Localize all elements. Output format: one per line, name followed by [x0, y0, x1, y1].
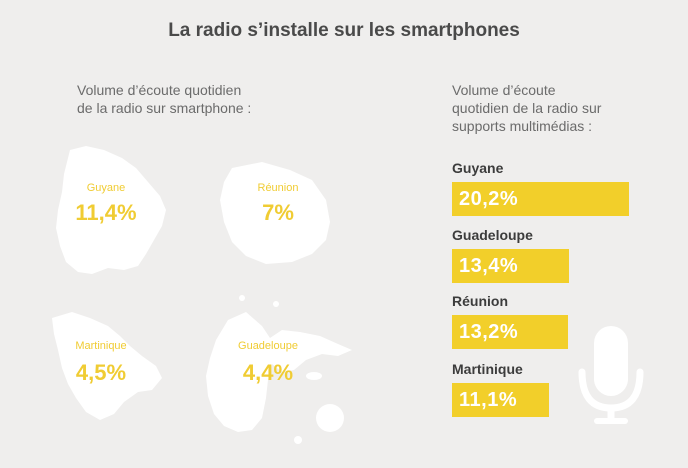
bar	[452, 315, 568, 349]
bar-category-label: Guadeloupe	[452, 227, 533, 243]
marie-galante-map-shape	[316, 404, 344, 432]
right-subtitle-line: quotidien de la radio sur	[452, 100, 602, 116]
microphone-icon	[578, 326, 644, 424]
bar-value-label: 13,4%	[459, 255, 519, 277]
islet-map-shape	[273, 301, 279, 307]
map-value-guadeloupe: 4,4%	[242, 360, 294, 385]
left-subtitle: Volume d’écoute quotidien de la radio su…	[77, 81, 277, 117]
right-subtitle: Volume d’écoute quotidien de la radio su…	[452, 81, 652, 135]
la-desirade-map-shape	[306, 372, 322, 380]
bar	[452, 182, 629, 216]
bar	[452, 383, 549, 417]
les-saintes-map-shape	[294, 436, 302, 444]
bar-category-label: Martinique	[452, 361, 523, 377]
bar-value-label: 20,2%	[459, 188, 519, 210]
guyane-map-shape	[56, 146, 166, 274]
bar-category-label: Guyane	[452, 160, 504, 176]
map-label-reunion: Réunion	[257, 182, 299, 194]
bar	[452, 249, 569, 283]
map-value-guyane: 11,4%	[75, 200, 137, 225]
left-subtitle-line: de la radio sur smartphone :	[77, 100, 252, 116]
islet-map-shape	[239, 295, 245, 301]
map-label-guyane: Guyane	[86, 182, 126, 194]
map-value-martinique: 4,5%	[75, 360, 127, 385]
bar-value-label: 11,1%	[459, 389, 518, 411]
right-subtitle-line: Volume d’écoute	[452, 82, 556, 98]
martinique-map-shape	[52, 312, 162, 420]
map-label-guadeloupe: Guadeloupe	[238, 340, 298, 352]
map-label-martinique: Martinique	[75, 340, 127, 352]
bar-category-label: Réunion	[452, 293, 508, 309]
right-subtitle-line: supports multimédias :	[452, 118, 593, 134]
left-subtitle-line: Volume d’écoute quotidien	[77, 82, 242, 98]
guadeloupe-map-shape	[206, 312, 352, 432]
page-title: La radio s’installe sur les smartphones	[168, 20, 520, 41]
bar-value-label: 13,2%	[459, 321, 519, 343]
reunion-map-shape	[220, 162, 330, 264]
map-value-reunion: 7%	[262, 200, 294, 225]
